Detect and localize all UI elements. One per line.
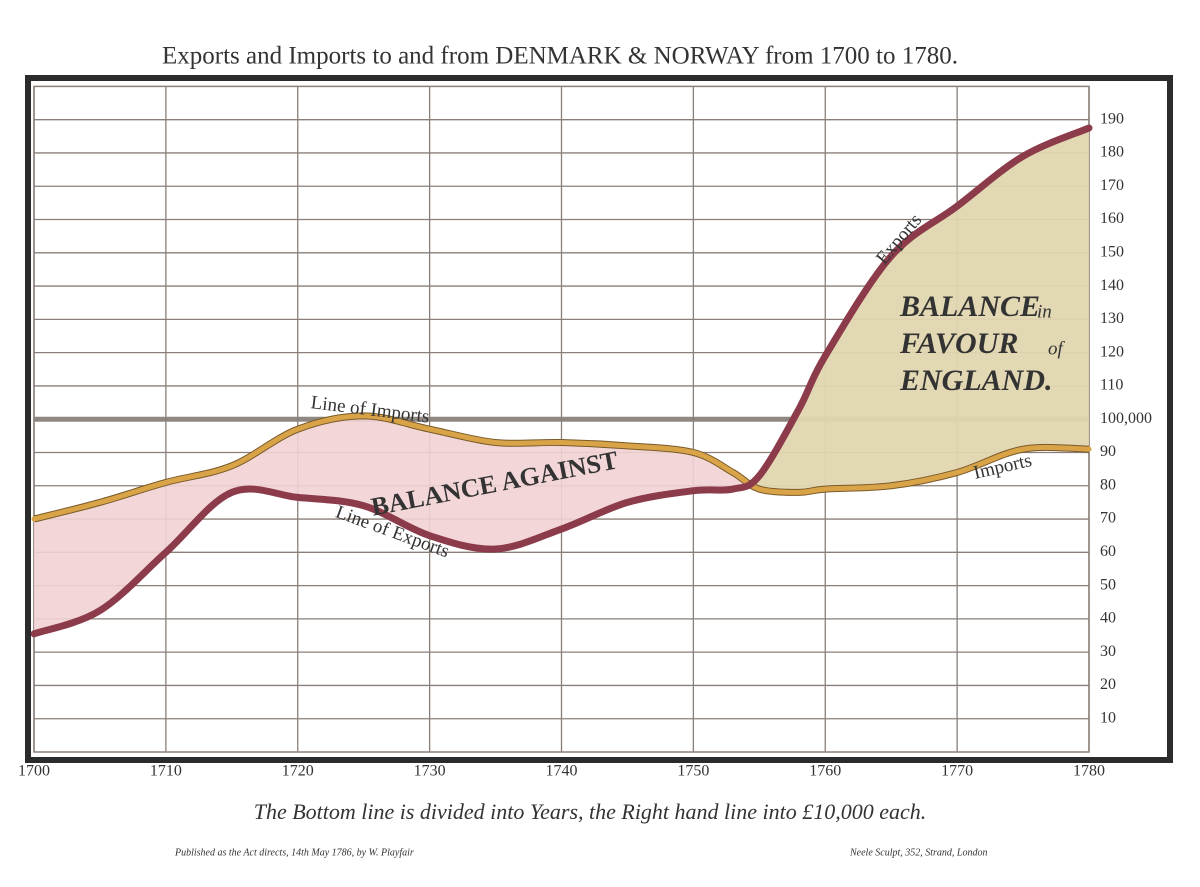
series-line <box>31 413 1092 522</box>
x-tick-label: 1770 <box>941 763 973 780</box>
x-tick-label: 1740 <box>546 763 578 780</box>
annotation: ENGLAND. <box>899 364 1053 397</box>
frame <box>25 75 1173 763</box>
x-tick-label: 1760 <box>809 763 841 780</box>
y-tick-label: 20 <box>1100 676 1116 693</box>
y-tick-label: 120 <box>1100 343 1124 360</box>
y-tick-label: 30 <box>1100 643 1116 660</box>
annotation: FAVOUR <box>899 327 1018 360</box>
plot-area: 10 20 30 40 50 60 70 80 90 100,000 110 120 130 140 150… <box>30 85 1152 753</box>
y-tick-label: 10 <box>1100 709 1116 726</box>
y-tick-label: 50 <box>1100 576 1116 593</box>
x-tick-label: 1700 <box>18 763 50 780</box>
y-tick-label: 140 <box>1100 277 1124 294</box>
y-tick-label: 80 <box>1100 476 1116 493</box>
y-tick-label: 150 <box>1100 243 1124 260</box>
y-tick-label: 90 <box>1100 443 1116 460</box>
chart-title: Exports and Imports to and from DENMARK … <box>162 43 958 70</box>
x-tick-label: 1750 <box>677 763 709 780</box>
x-tick-label: 1730 <box>414 763 446 780</box>
balance-favour-area <box>34 128 1089 520</box>
caption: The Bottom line is divided into Years, t… <box>254 799 927 824</box>
y-tick-label: 70 <box>1100 510 1116 527</box>
y-tick-label: 170 <box>1100 177 1124 194</box>
annotation: of <box>1048 338 1066 359</box>
y-tick-label: 110 <box>1100 377 1123 394</box>
y-tick-label: 180 <box>1100 144 1124 161</box>
y-tick-label: 190 <box>1100 110 1124 127</box>
x-tick-label: 1780 <box>1073 763 1105 780</box>
series-line <box>30 124 1093 638</box>
annotation: in <box>1037 301 1052 322</box>
y-tick-label: 160 <box>1100 210 1124 227</box>
annotation: BALANCE <box>899 290 1040 323</box>
y-tick-label: 100,000 <box>1100 410 1152 427</box>
footer-right: Neele Sculpt, 352, Strand, London <box>849 847 988 858</box>
y-tick-label: 40 <box>1100 610 1116 627</box>
x-tick-label: 1720 <box>282 763 314 780</box>
footer-left: Published as the Act directs, 14th May 1… <box>174 847 414 858</box>
y-tick-label: 60 <box>1100 543 1116 560</box>
x-tick-label: 1710 <box>150 763 182 780</box>
y-tick-label: 130 <box>1100 310 1124 327</box>
